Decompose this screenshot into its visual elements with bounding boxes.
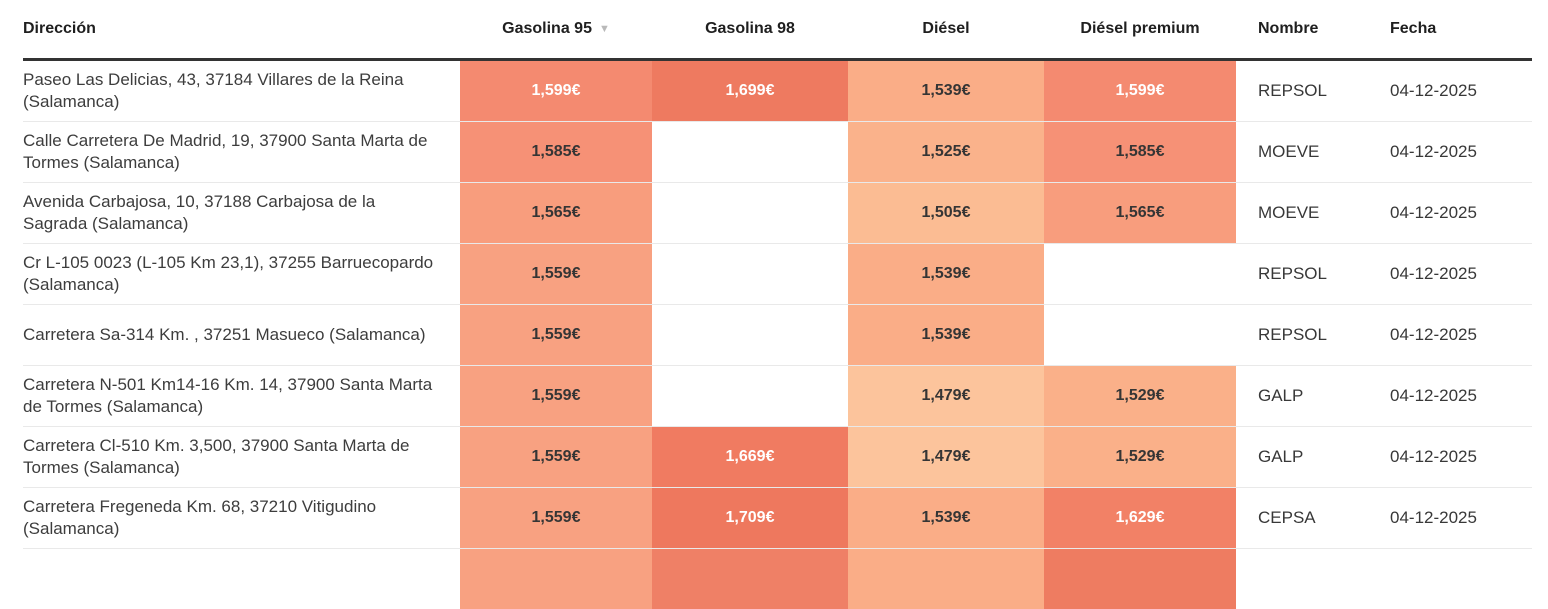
price-cell-diesel: 1,539€ [848, 305, 1044, 366]
price-cell-diesel: 1,539€ [848, 244, 1044, 305]
price-cell-diesel: 1,539€ [848, 488, 1044, 549]
price-cell-gasolina-95: 1,559€ [460, 427, 652, 488]
price-cell-gasolina-95: 1,559€ [460, 305, 652, 366]
table-row[interactable]: Calle Carretera De Madrid, 19, 37900 San… [23, 122, 1532, 183]
price-date: 04-12-2025 [1375, 122, 1532, 183]
price-cell-gasolina-95: 1,585€ [460, 122, 652, 183]
station-brand: REPSOL [1236, 305, 1375, 366]
station-brand: CEPSA [1236, 488, 1375, 549]
table-row[interactable]: Carretera Fregeneda Km. 68, 37210 Vitigu… [23, 488, 1532, 549]
column-header-diesel[interactable]: Diésel [848, 0, 1044, 60]
price-cell-diesel-premium: 1,585€ [1044, 122, 1236, 183]
station-address: Calle Carretera De Madrid, 19, 37900 San… [23, 122, 460, 183]
station-address: Paseo Las Delicias, 43, 37184 Villares d… [23, 60, 460, 122]
table-body: Paseo Las Delicias, 43, 37184 Villares d… [23, 60, 1532, 609]
price-cell-diesel: 1,479€ [848, 427, 1044, 488]
station-brand [1236, 549, 1375, 609]
column-header-label: Nombre [1258, 20, 1318, 37]
station-brand: MOEVE [1236, 122, 1375, 183]
price-cell-gasolina-98 [652, 366, 848, 427]
price-cell-gasolina-98: 1,699€ [652, 60, 848, 122]
column-header-label: Gasolina 98 [705, 20, 795, 37]
column-header-label: Diésel [922, 20, 969, 37]
price-cell-gasolina-95: 1,565€ [460, 183, 652, 244]
price-cell-gasolina-95 [460, 549, 652, 609]
price-date: 04-12-2025 [1375, 488, 1532, 549]
header-row: Dirección Gasolina 95 ▼ Gasolina 98 Diése… [23, 0, 1532, 60]
price-cell-gasolina-98 [652, 244, 848, 305]
column-header-label: Fecha [1390, 20, 1436, 37]
table-row[interactable]: Carretera Sa-314 Km. , 37251 Masueco (Sa… [23, 305, 1532, 366]
price-date [1375, 549, 1532, 609]
price-cell-diesel: 1,525€ [848, 122, 1044, 183]
price-cell-diesel-premium: 1,629€ [1044, 488, 1236, 549]
price-cell-diesel-premium [1044, 305, 1236, 366]
station-address: Carretera Fregeneda Km. 68, 37210 Vitigu… [23, 488, 460, 549]
price-date: 04-12-2025 [1375, 244, 1532, 305]
price-cell-gasolina-98 [652, 122, 848, 183]
station-address: Avenida Carbajosa, 10, 37188 Carbajosa d… [23, 183, 460, 244]
station-brand: GALP [1236, 427, 1375, 488]
column-header-label: Gasolina 95 [502, 20, 592, 37]
price-date: 04-12-2025 [1375, 183, 1532, 244]
column-header-diesel-premium[interactable]: Diésel premium [1044, 0, 1236, 60]
price-cell-gasolina-98 [652, 183, 848, 244]
price-cell-diesel-premium [1044, 244, 1236, 305]
sort-desc-icon: ▼ [599, 23, 610, 35]
price-cell-gasolina-98: 1,669€ [652, 427, 848, 488]
price-cell-gasolina-95: 1,559€ [460, 488, 652, 549]
table-row-partial[interactable] [23, 549, 1532, 609]
station-brand: GALP [1236, 366, 1375, 427]
station-address: Carretera Sa-314 Km. , 37251 Masueco (Sa… [23, 305, 460, 366]
column-header-fecha[interactable]: Fecha [1375, 0, 1532, 60]
price-date: 04-12-2025 [1375, 60, 1532, 122]
column-header-gasolina-98[interactable]: Gasolina 98 [652, 0, 848, 60]
station-brand: REPSOL [1236, 244, 1375, 305]
price-cell-gasolina-98 [652, 549, 848, 609]
fuel-prices-table: Dirección Gasolina 95 ▼ Gasolina 98 Diése… [23, 0, 1532, 609]
station-brand: MOEVE [1236, 183, 1375, 244]
price-cell-diesel-premium [1044, 549, 1236, 609]
table-row[interactable]: Carretera Cl-510 Km. 3,500, 37900 Santa … [23, 427, 1532, 488]
table-row[interactable]: Cr L-105 0023 (L-105 Km 23,1), 37255 Bar… [23, 244, 1532, 305]
price-cell-diesel-premium: 1,529€ [1044, 427, 1236, 488]
station-address [23, 549, 460, 609]
table-row[interactable]: Carretera N-501 Km14-16 Km. 14, 37900 Sa… [23, 366, 1532, 427]
column-header-direccion[interactable]: Dirección [23, 0, 460, 60]
price-cell-diesel: 1,505€ [848, 183, 1044, 244]
price-cell-gasolina-98 [652, 305, 848, 366]
column-header-label: Dirección [23, 20, 96, 37]
station-address: Cr L-105 0023 (L-105 Km 23,1), 37255 Bar… [23, 244, 460, 305]
price-cell-diesel [848, 549, 1044, 609]
price-date: 04-12-2025 [1375, 366, 1532, 427]
price-cell-gasolina-95: 1,559€ [460, 244, 652, 305]
column-header-gasolina-95[interactable]: Gasolina 95 ▼ [460, 0, 652, 60]
price-cell-diesel: 1,479€ [848, 366, 1044, 427]
price-cell-diesel-premium: 1,565€ [1044, 183, 1236, 244]
price-cell-gasolina-95: 1,559€ [460, 366, 652, 427]
table-row[interactable]: Avenida Carbajosa, 10, 37188 Carbajosa d… [23, 183, 1532, 244]
station-brand: REPSOL [1236, 60, 1375, 122]
column-header-label: Diésel premium [1080, 20, 1199, 37]
price-cell-diesel: 1,539€ [848, 60, 1044, 122]
price-cell-diesel-premium: 1,529€ [1044, 366, 1236, 427]
price-date: 04-12-2025 [1375, 427, 1532, 488]
table-row[interactable]: Paseo Las Delicias, 43, 37184 Villares d… [23, 60, 1532, 122]
column-header-nombre[interactable]: Nombre [1236, 0, 1375, 60]
station-address: Carretera Cl-510 Km. 3,500, 37900 Santa … [23, 427, 460, 488]
station-address: Carretera N-501 Km14-16 Km. 14, 37900 Sa… [23, 366, 460, 427]
price-cell-diesel-premium: 1,599€ [1044, 60, 1236, 122]
price-cell-gasolina-95: 1,599€ [460, 60, 652, 122]
price-date: 04-12-2025 [1375, 305, 1532, 366]
price-cell-gasolina-98: 1,709€ [652, 488, 848, 549]
